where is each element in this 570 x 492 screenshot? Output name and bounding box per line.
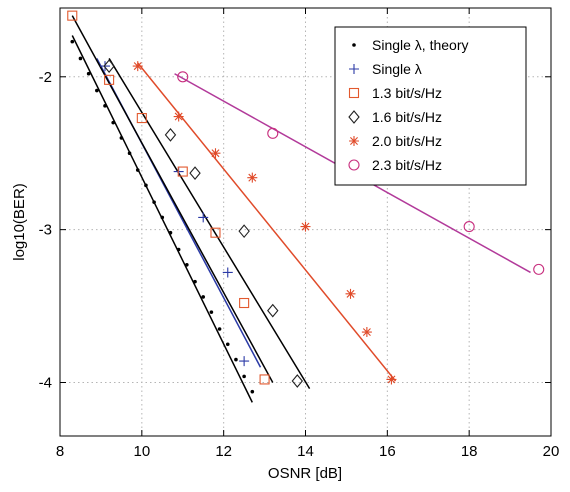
data-point-series-1 (160, 215, 165, 220)
data-point-series-3 (136, 113, 147, 124)
data-point-series-2 (100, 61, 111, 72)
data-point-series-5 (361, 327, 372, 338)
data-point-series-1 (86, 71, 91, 76)
data-point-series-1 (250, 389, 255, 394)
y-tick-label: -2 (39, 69, 52, 86)
legend-marker-1 (352, 43, 356, 47)
data-point-series-1 (168, 230, 173, 235)
legend-marker-4 (348, 110, 360, 124)
y-tick-label: -3 (39, 222, 52, 239)
legend: Single λ, theory Single λ 1.3 bit/s/Hz 1.6 … (334, 26, 527, 186)
data-point-series-6 (177, 71, 189, 83)
data-point-series-4 (103, 59, 115, 73)
data-point-series-4 (267, 303, 279, 318)
data-point-series-3 (239, 297, 250, 309)
data-point-series-1 (103, 104, 107, 108)
legend-marker-2 (349, 64, 359, 74)
data-point-series-4 (164, 128, 177, 142)
legend-label-5: 2.0 bit/s/Hz (372, 133, 442, 149)
data-point-series-2 (222, 267, 233, 278)
data-point-series-4 (291, 374, 304, 388)
legend-label-3: 1.3 bit/s/Hz (372, 85, 442, 101)
data-markers (67, 10, 545, 394)
data-point-series-5 (345, 288, 356, 299)
data-point-series-5 (247, 172, 258, 183)
data-point-series-6 (463, 221, 475, 233)
fit-line-series-3 (71, 15, 274, 383)
data-point-series-1 (111, 120, 115, 125)
data-point-series-3 (177, 166, 188, 177)
data-point-series-1 (209, 310, 214, 314)
data-point-series-1 (242, 374, 246, 379)
data-point-series-6 (533, 263, 545, 275)
data-point-series-1 (95, 88, 99, 93)
data-point-series-4 (189, 166, 201, 180)
data-point-series-1 (176, 247, 181, 252)
data-point-series-1 (225, 342, 230, 347)
data-point-series-6 (267, 127, 279, 139)
legend-label-4: 1.6 bit/s/Hz (372, 109, 442, 125)
legend-label-1: Single λ, theory (372, 37, 469, 53)
x-tick-label: 12 (215, 443, 232, 460)
data-point-series-4 (238, 224, 250, 239)
data-point-series-5 (300, 221, 311, 232)
data-point-series-1 (217, 327, 222, 331)
data-point-series-1 (201, 295, 206, 299)
x-tick-label: 16 (379, 443, 396, 460)
data-point-series-3 (259, 374, 270, 385)
x-axis-label: OSNR [dB] (268, 465, 342, 482)
data-point-series-5 (210, 148, 221, 159)
legend-label-2: Single λ (372, 61, 422, 77)
data-point-series-2 (239, 356, 250, 367)
data-point-series-1 (152, 200, 156, 204)
y-tick-label: -4 (39, 375, 52, 392)
data-point-series-1 (185, 263, 189, 267)
data-point-series-1 (193, 279, 197, 284)
y-axis-label: log10(BER) (11, 183, 28, 261)
data-point-series-5 (173, 111, 184, 122)
x-tick-label: 14 (297, 443, 314, 460)
legend-marker-3 (348, 87, 360, 99)
legend-marker-6 (348, 159, 360, 171)
data-point-series-3 (210, 227, 221, 238)
legend-label-6: 2.3 bit/s/Hz (372, 157, 442, 173)
grid (60, 8, 551, 436)
data-point-series-1 (144, 183, 148, 188)
data-point-series-1 (78, 56, 83, 61)
data-point-series-2 (198, 212, 209, 223)
legend-box (334, 26, 527, 186)
x-tick-label: 8 (56, 443, 64, 460)
data-point-series-1 (234, 357, 238, 362)
data-point-series-1 (135, 168, 140, 172)
data-point-series-5 (132, 61, 143, 72)
x-tick-label: 18 (461, 443, 478, 460)
data-point-series-1 (119, 136, 124, 140)
data-point-series-5 (386, 374, 397, 385)
axis-ticks: 8 10 12 14 16 18 20 -2 -3 -4 (39, 8, 560, 460)
data-point-series-3 (104, 74, 115, 85)
data-point-series-1 (127, 151, 132, 156)
x-tick-label: 20 (543, 443, 560, 460)
x-tick-label: 10 (133, 443, 150, 460)
data-point-series-1 (70, 39, 75, 44)
legend-marker-5 (349, 136, 359, 146)
data-point-series-3 (67, 10, 78, 21)
